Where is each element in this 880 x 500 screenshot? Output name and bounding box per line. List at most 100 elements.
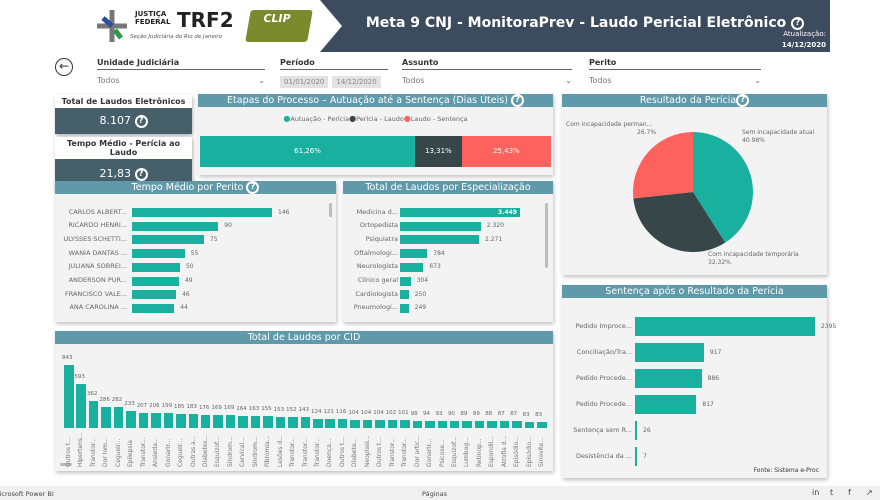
cid-bar[interactable] <box>126 410 136 428</box>
cid-bar[interactable] <box>213 415 223 428</box>
share-icon[interactable]: ↗ <box>866 488 873 497</box>
bar[interactable] <box>635 395 697 414</box>
bar-value-label: 886 <box>707 374 720 382</box>
cid-bar[interactable] <box>225 415 236 428</box>
bar[interactable] <box>400 262 424 272</box>
cid-value-label: 152 <box>286 406 297 413</box>
bar[interactable] <box>132 235 204 245</box>
sentenca-title: Sentença após o Resultado da Perícia <box>605 286 784 297</box>
help-icon[interactable]: ? <box>736 94 750 107</box>
pie-slice[interactable] <box>693 132 753 243</box>
help-icon[interactable]: ? <box>134 114 148 128</box>
cid-bar[interactable] <box>400 420 410 428</box>
bar[interactable] <box>400 208 520 217</box>
facebook-icon[interactable]: f <box>848 488 851 497</box>
filter-perito[interactable]: Perito Todos ⌄ <box>589 58 761 85</box>
cid-bar[interactable] <box>88 400 99 428</box>
cid-bar[interactable] <box>238 415 248 428</box>
bar[interactable] <box>635 421 637 440</box>
cid-bar[interactable] <box>176 414 186 428</box>
bar[interactable] <box>400 290 409 300</box>
filter-unidade[interactable]: Unidade Judiciária Todos ⌄ <box>97 58 265 85</box>
bar-category-label: Oftalmologi... <box>354 248 398 257</box>
legend-item[interactable]: ●Laudo - Sentença <box>403 114 468 123</box>
cid-bar[interactable] <box>462 421 472 428</box>
bar-value-label: 2395 <box>821 322 837 330</box>
legend-item[interactable]: ●Perícia - Laudo <box>349 114 404 123</box>
help-icon[interactable]: ? <box>246 181 260 194</box>
cid-bar[interactable] <box>250 415 261 428</box>
cid-bar[interactable] <box>138 412 149 428</box>
bar[interactable] <box>132 208 272 217</box>
cid-bar[interactable] <box>512 421 522 428</box>
help-icon[interactable]: ? <box>791 16 805 30</box>
pie-slice[interactable] <box>633 132 693 199</box>
cid-bar[interactable] <box>487 421 497 428</box>
filter-assunto[interactable]: Assunto Todos ⌄ <box>402 58 572 85</box>
cid-bar[interactable] <box>499 421 510 428</box>
cid-bar[interactable] <box>412 420 423 428</box>
bar[interactable] <box>635 317 815 336</box>
help-icon[interactable]: ? <box>510 94 524 107</box>
cid-bar[interactable] <box>275 416 286 428</box>
cid-bar[interactable] <box>64 365 74 428</box>
cid-bar[interactable] <box>325 418 335 428</box>
bar[interactable] <box>400 249 428 259</box>
cid-bar[interactable] <box>188 414 198 428</box>
bar-value-label: 249 <box>414 304 427 312</box>
bar[interactable] <box>400 303 409 313</box>
bar[interactable] <box>132 221 219 231</box>
bar[interactable] <box>635 343 704 362</box>
bar[interactable] <box>400 235 479 245</box>
cid-bar[interactable] <box>537 421 547 428</box>
twitter-icon[interactable]: t <box>830 488 834 497</box>
cid-bar[interactable] <box>101 406 111 428</box>
cid-bar[interactable] <box>437 421 447 428</box>
cid-bar[interactable] <box>362 420 373 428</box>
scrollbar[interactable] <box>329 203 332 217</box>
cid-value-label: 169 <box>223 405 235 412</box>
cid-bar[interactable] <box>350 420 360 428</box>
bar[interactable] <box>132 262 180 272</box>
cid-bar[interactable] <box>300 417 311 428</box>
cid-bar[interactable] <box>375 420 385 428</box>
cid-bar[interactable] <box>200 414 211 428</box>
cid-bar[interactable] <box>449 421 460 428</box>
bar[interactable] <box>400 276 411 286</box>
bar-value-label: 90 <box>224 222 232 230</box>
bar[interactable] <box>635 369 702 388</box>
bar[interactable] <box>635 447 637 466</box>
cid-bar[interactable] <box>313 418 323 428</box>
pages-button[interactable]: Páginas <box>422 490 448 498</box>
pie-slice[interactable] <box>633 192 726 252</box>
cid-bar[interactable] <box>163 413 174 428</box>
back-button[interactable]: ← <box>55 58 73 76</box>
cid-bar[interactable] <box>263 416 273 428</box>
bar[interactable] <box>132 276 179 286</box>
bar[interactable] <box>132 290 177 300</box>
cid-bar[interactable] <box>151 412 161 428</box>
scrollbar[interactable] <box>545 203 548 268</box>
cid-bar[interactable] <box>337 419 348 428</box>
cid-bar[interactable] <box>288 416 298 428</box>
bar-category-label: JULIANA SOBREI... <box>68 262 127 271</box>
bar[interactable] <box>400 221 481 231</box>
cid-bar[interactable] <box>425 420 435 428</box>
bar[interactable] <box>132 249 185 259</box>
linkedin-icon[interactable]: in <box>812 488 820 497</box>
help-icon[interactable]: ? <box>134 167 148 181</box>
start-date-input[interactable]: 01/01/2020 <box>280 76 329 88</box>
horizontal-scrollbar[interactable] <box>60 463 72 466</box>
cid-bar[interactable] <box>113 406 124 428</box>
cid-bar[interactable] <box>474 421 485 428</box>
cid-bar[interactable] <box>387 420 398 428</box>
cid-bar[interactable] <box>524 421 535 428</box>
cid-value-label: 104 <box>373 410 384 417</box>
bar[interactable] <box>132 303 175 313</box>
filter-periodo[interactable]: Período 01/01/2020 14/12/2020 <box>280 58 388 88</box>
legend-item[interactable]: ●Autuação - Perícia <box>283 114 350 123</box>
end-date-input[interactable]: 14/12/2020 <box>332 76 381 88</box>
cid-value-label: 199 <box>161 403 173 410</box>
cid-value-label: 89 <box>472 411 480 418</box>
cid-bar[interactable] <box>76 383 86 428</box>
